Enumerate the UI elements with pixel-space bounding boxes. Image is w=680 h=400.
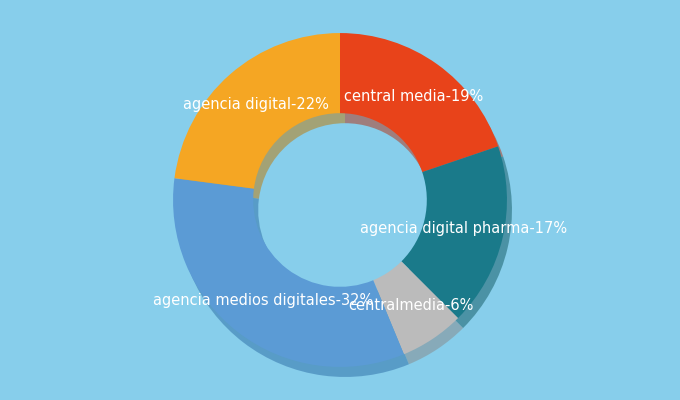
- Text: central media-19%: central media-19%: [344, 89, 483, 104]
- Wedge shape: [401, 146, 507, 318]
- Wedge shape: [178, 188, 409, 377]
- Text: agencia digital-22%: agencia digital-22%: [184, 97, 329, 112]
- Wedge shape: [173, 178, 404, 367]
- Wedge shape: [378, 272, 463, 364]
- Wedge shape: [340, 33, 498, 172]
- Text: centralmedia-6%: centralmedia-6%: [347, 298, 473, 313]
- Text: agencia medios digitales-32%: agencia medios digitales-32%: [152, 293, 373, 308]
- Text: agencia digital pharma-17%: agencia digital pharma-17%: [360, 221, 567, 236]
- Wedge shape: [373, 261, 458, 354]
- Wedge shape: [180, 43, 345, 199]
- Wedge shape: [175, 33, 340, 189]
- Wedge shape: [407, 156, 512, 328]
- Wedge shape: [345, 43, 503, 182]
